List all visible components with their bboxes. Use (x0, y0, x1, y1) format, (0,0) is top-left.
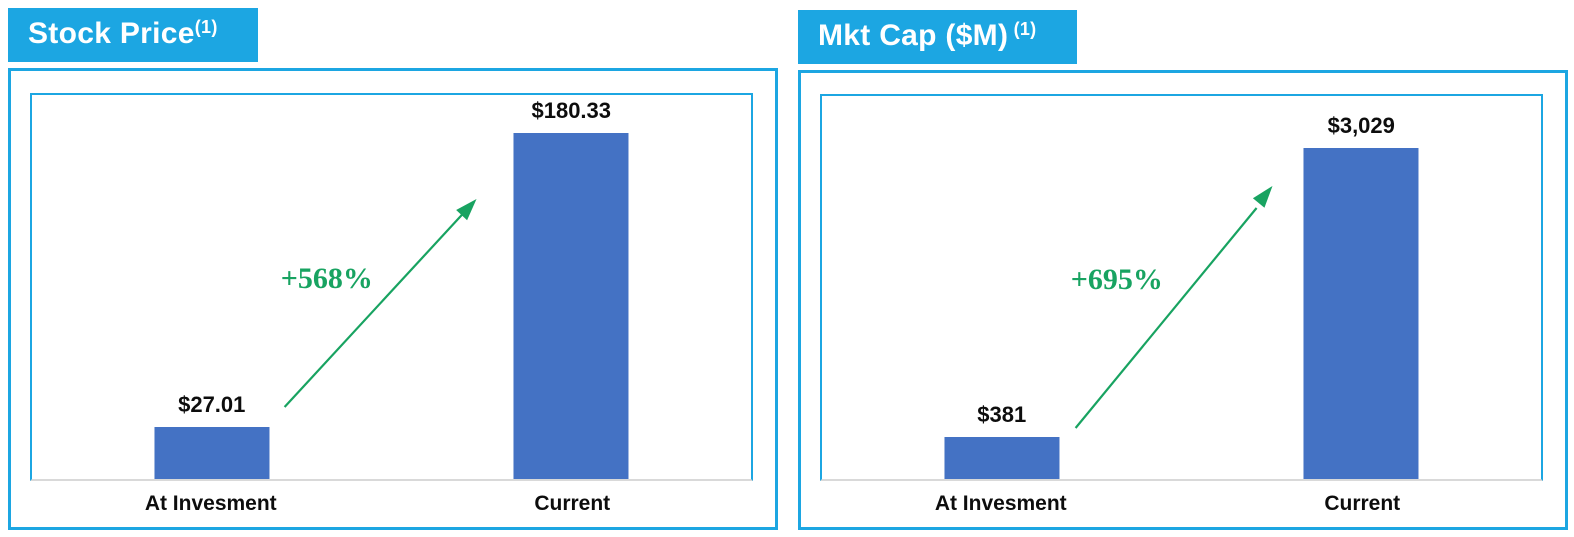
mkt-cap-title-tab: Mkt Cap ($M) (1) (798, 10, 1077, 64)
category-label-current: Current (1324, 492, 1401, 515)
growth-arrow-icon (1074, 186, 1273, 429)
category-label-at-investment: At Invesment (144, 492, 277, 515)
bar-value-label: $381 (977, 402, 1027, 428)
footnote-marker: (1) (1008, 18, 1037, 39)
category-label-current: Current (534, 492, 611, 515)
chart-title: Stock Price (28, 17, 195, 50)
bar-current (513, 132, 629, 479)
bar-value-label: $180.33 (531, 97, 612, 123)
bar-at-investment (154, 427, 270, 479)
growth-arrow-icon (283, 199, 477, 408)
stock-price-chart: Stock Price (1) +568% $27.01 $180.33 (8, 8, 778, 530)
bar-column-at-investment: $381 (944, 96, 1060, 479)
plot-area: +568% $27.01 $180.33 (30, 93, 753, 481)
bar-current (1303, 147, 1419, 479)
category-axis: At Invesment Current (30, 481, 753, 527)
footnote-marker: (1) (194, 16, 218, 37)
bar-at-investment (944, 437, 1060, 479)
plot-area: +695% $381 $3,029 (820, 94, 1543, 481)
growth-percentage-label: +695% (1070, 262, 1163, 296)
mkt-cap-chart: Mkt Cap ($M) (1) +695% $381 $3,029 (798, 10, 1568, 530)
bar-value-label: $27.01 (178, 392, 246, 418)
stock-price-title-tab: Stock Price (1) (8, 8, 258, 62)
growth-percentage-label: +568% (280, 262, 373, 296)
bar-value-label: $3,029 (1327, 112, 1395, 138)
chart-title: Mkt Cap ($M) (818, 19, 1009, 52)
category-label-at-investment: At Invesment (934, 492, 1067, 515)
bar-column-current: $3,029 (1303, 96, 1419, 479)
chart-card: +568% $27.01 $180.33 At Invesment Curren… (8, 68, 778, 530)
chart-card: +695% $381 $3,029 At Invesment Current (798, 70, 1568, 530)
bar-column-current: $180.33 (513, 95, 629, 479)
category-axis: At Invesment Current (820, 481, 1543, 527)
bar-column-at-investment: $27.01 (154, 95, 270, 479)
